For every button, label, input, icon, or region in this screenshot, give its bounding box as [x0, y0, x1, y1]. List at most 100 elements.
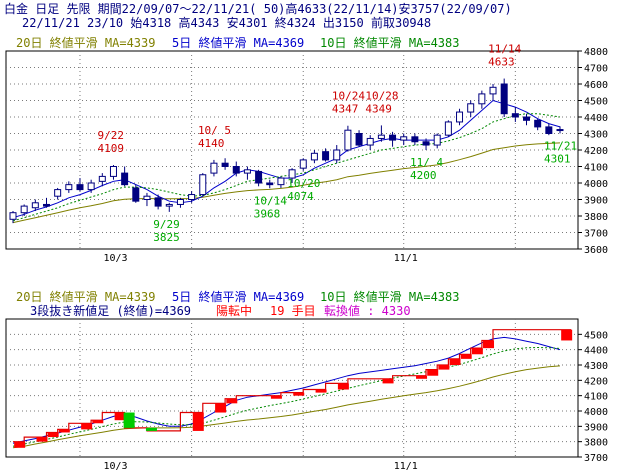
bottom-legend-ma5: 5日 終値平滑 MA=4369 [172, 290, 305, 304]
new-value-block [270, 395, 282, 399]
new-value-block [145, 427, 157, 431]
top-y-tick-label: 4000 [584, 179, 608, 190]
top-x-tick-label: 11/1 [394, 253, 418, 264]
candle-body [65, 184, 73, 191]
top-plot-frame [5, 50, 579, 250]
low-annotation-value: 4200 [410, 169, 437, 182]
candle-body [456, 111, 464, 123]
candle-body [411, 136, 419, 143]
top-y-tick-label: 4400 [584, 113, 608, 124]
candle-body [121, 172, 129, 186]
top-y-tick-label: 3800 [584, 212, 608, 223]
new-value-block [561, 329, 573, 341]
new-value-block [449, 358, 461, 365]
bottom-plot-frame [5, 318, 579, 458]
candle-body [98, 175, 106, 182]
header-line-2: 22/11/21 23/10 始4318 高4343 安4301 終4324 出… [22, 16, 432, 30]
candle-body [165, 203, 173, 207]
bottom-y-tick-label: 4300 [584, 361, 608, 372]
new-value-block [315, 389, 327, 393]
candle-body [310, 152, 318, 161]
new-value-block [416, 375, 428, 379]
candle-body [389, 134, 397, 141]
bottom-y-tick-label: 3700 [584, 453, 608, 464]
bottom-y-tick-label: 4000 [584, 407, 608, 418]
candle-body [299, 159, 307, 169]
new-value-block [427, 369, 439, 376]
candle-body [31, 202, 39, 209]
candle-body [20, 205, 28, 214]
candle-body [489, 86, 497, 95]
candle-body [333, 149, 341, 161]
top-y-tick-label: 4300 [584, 130, 608, 141]
candle-body [467, 103, 475, 113]
bottom-ma20-line [12, 365, 561, 449]
candle-body [188, 194, 196, 201]
candle-body [9, 212, 17, 220]
new-value-block [123, 412, 135, 428]
new-value-block [382, 378, 394, 384]
new-value-block [192, 412, 204, 431]
candle-body [199, 174, 207, 196]
candle-body [534, 119, 542, 128]
candle-body [556, 129, 564, 132]
candle-body [154, 197, 162, 207]
high-annotation-value: 4140 [198, 137, 225, 150]
bottom-legend-ma20: 20日 終値平滑 MA=4339 [16, 290, 156, 304]
bottom-legend-ma10: 10日 終値平滑 MA=4383 [320, 290, 460, 304]
candle-body [433, 134, 441, 146]
header-line-1: 白金 日足 先限 期間22/09/07～22/11/21( 50)高4633(2… [4, 2, 512, 16]
new-value-block [14, 441, 26, 448]
candle-body [523, 116, 531, 121]
top-y-tick-label: 3900 [584, 196, 608, 207]
new-value-panel: 3700 3800 3900 4000 4100 4200 4300 4400 4500 10/3… [5, 318, 608, 472]
top-ma10-line [12, 113, 561, 222]
bottom-y-tick-label: 4500 [584, 330, 608, 341]
new-value-block [483, 340, 495, 349]
high-annotation-value: 4633 [488, 56, 515, 69]
top-y-tick-label: 3600 [584, 245, 608, 256]
candle-body [221, 162, 229, 167]
low-annotation-date: 11/ 4 [410, 156, 443, 169]
top-legend-ma10: 10日 終値平滑 MA=4383 [320, 36, 460, 50]
new-value-block [36, 437, 48, 442]
candle-body [500, 83, 508, 115]
new-value-block [226, 398, 238, 404]
top-y-tick-label: 4700 [584, 64, 608, 75]
candle-body [444, 121, 452, 136]
candlestick-panel: 3600 3700 3800 3900 4000 4100 4200 4300 4400 4500… [5, 43, 608, 264]
candle-body [400, 136, 408, 141]
top-y-tick-label: 4100 [584, 163, 608, 174]
candle-body [511, 113, 519, 118]
top-x-tick-label: 10/3 [103, 253, 127, 264]
bottom-y-tick-label: 3900 [584, 422, 608, 433]
candle-body [54, 189, 62, 197]
new-value-block [215, 403, 227, 413]
new-value-block [460, 354, 472, 359]
candle-body [322, 151, 330, 161]
candle-body [377, 134, 385, 139]
candle-body [344, 129, 352, 151]
new-value-block [47, 432, 59, 438]
low-annotation-value: 3968 [254, 207, 281, 220]
high-annotation-date: 10/ 5 [198, 124, 231, 137]
status-new-value: 3段抜き新値足 (終値)=4369 [30, 304, 192, 318]
top-ma5-line [12, 99, 561, 219]
bottom-y-tick-label: 4100 [584, 392, 608, 403]
high-annotation-date: 10/24 [332, 90, 365, 103]
bottom-y-tick-label: 4200 [584, 376, 608, 387]
low-annotation-value: 4301 [544, 152, 571, 165]
candle-body [42, 203, 50, 207]
candle-body [478, 93, 486, 105]
new-value-block [58, 429, 70, 433]
candle-body [232, 166, 240, 174]
high-annotation-value: 4109 [97, 142, 124, 155]
bottom-x-tick-label: 11/1 [394, 461, 418, 472]
new-value-block [81, 423, 93, 430]
new-value-block [471, 348, 483, 355]
new-value-block [293, 392, 305, 396]
candle-body [176, 199, 184, 205]
candle-body [277, 177, 285, 186]
